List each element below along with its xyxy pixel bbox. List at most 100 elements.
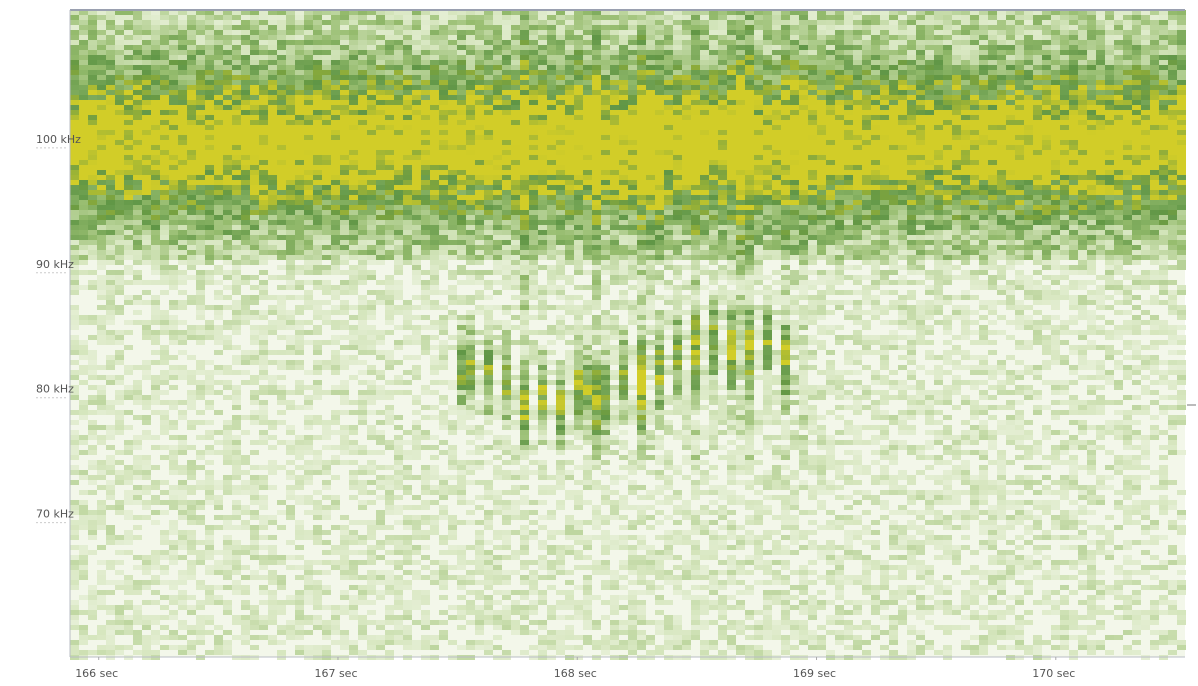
texture-cell <box>907 190 916 195</box>
texture-cell <box>970 120 979 125</box>
texture-cell <box>1024 60 1033 65</box>
texture-cell <box>997 130 1006 135</box>
texture-cell <box>268 170 277 175</box>
texture-cell <box>277 60 286 65</box>
texture-cell <box>1141 75 1150 80</box>
texture-cell <box>727 170 736 175</box>
texture-cell <box>475 15 484 20</box>
texture-cell <box>934 200 943 205</box>
texture-cell <box>529 195 538 200</box>
texture-cell <box>1114 200 1123 205</box>
texture-cell <box>763 35 772 40</box>
texture-cell <box>313 140 322 145</box>
texture-cell <box>349 70 358 75</box>
texture-cell <box>538 155 547 160</box>
texture-cell <box>790 80 799 85</box>
texture-cell <box>952 180 961 185</box>
texture-cell <box>799 100 808 105</box>
texture-cell <box>1159 155 1168 160</box>
texture-cell <box>1069 125 1078 130</box>
texture-cell <box>115 120 124 125</box>
texture-cell <box>547 20 556 25</box>
texture-cell <box>655 65 664 70</box>
texture-cell <box>169 125 178 130</box>
texture-cell <box>628 95 637 100</box>
texture-cell <box>754 45 763 50</box>
texture-cell <box>925 80 934 85</box>
texture-cell <box>286 190 295 195</box>
texture-cell <box>817 110 826 115</box>
texture-cell <box>799 185 808 190</box>
texture-cell <box>835 55 844 60</box>
texture-cell <box>979 195 988 200</box>
texture-cell <box>367 140 376 145</box>
texture-cell <box>268 175 277 180</box>
texture-cell <box>934 20 943 25</box>
texture-cell <box>403 155 412 160</box>
texture-cell <box>394 10 403 15</box>
texture-cell <box>484 150 493 155</box>
texture-cell <box>133 160 142 165</box>
texture-cell <box>412 150 421 155</box>
texture-cell <box>790 130 799 135</box>
texture-cell <box>223 45 232 50</box>
texture-cell <box>1015 70 1024 75</box>
texture-cell <box>898 35 907 40</box>
texture-cell <box>385 95 394 100</box>
texture-cell <box>1024 85 1033 90</box>
texture-cell <box>943 135 952 140</box>
texture-cell <box>169 190 178 195</box>
texture-cell <box>646 125 655 130</box>
texture-cell <box>628 65 637 70</box>
texture-cell <box>556 35 565 40</box>
texture-cell <box>466 185 475 190</box>
texture-cell <box>988 140 997 145</box>
texture-cell <box>151 115 160 120</box>
texture-cell <box>556 180 565 185</box>
texture-cell <box>358 105 367 110</box>
texture-cell <box>151 170 160 175</box>
texture-cell <box>574 70 583 75</box>
texture-cell <box>961 30 970 35</box>
texture-cell <box>475 105 484 110</box>
texture-cell <box>430 20 439 25</box>
texture-cell <box>772 180 781 185</box>
texture-cell <box>214 100 223 105</box>
texture-cell <box>1042 115 1051 120</box>
texture-cell <box>565 200 574 205</box>
texture-cell <box>988 95 997 100</box>
texture-cell <box>925 10 934 15</box>
texture-cell <box>448 140 457 145</box>
texture-cell <box>538 195 547 200</box>
texture-cell <box>763 180 772 185</box>
texture-cell <box>511 135 520 140</box>
texture-cell <box>1150 125 1159 130</box>
texture-cell <box>313 130 322 135</box>
texture-cell <box>745 115 754 120</box>
texture-cell <box>799 130 808 135</box>
texture-cell <box>178 10 187 15</box>
texture-cell <box>1069 155 1078 160</box>
texture-cell <box>1087 160 1096 165</box>
texture-cell <box>898 55 907 60</box>
texture-cell <box>268 200 277 205</box>
texture-cell <box>745 70 754 75</box>
texture-cell <box>1042 50 1051 55</box>
texture-cell <box>682 85 691 90</box>
texture-cell <box>970 60 979 65</box>
texture-cell <box>718 105 727 110</box>
texture-cell <box>889 125 898 130</box>
texture-cell <box>259 125 268 130</box>
texture-cell <box>763 105 772 110</box>
texture-cell <box>1150 55 1159 60</box>
texture-cell <box>70 70 79 75</box>
texture-cell <box>1141 110 1150 115</box>
texture-cell <box>583 195 592 200</box>
texture-cell <box>232 160 241 165</box>
texture-cell <box>214 105 223 110</box>
texture-cell <box>952 200 961 205</box>
texture-cell <box>1078 100 1087 105</box>
texture-cell <box>1033 30 1042 35</box>
texture-cell <box>358 95 367 100</box>
texture-cell <box>340 180 349 185</box>
